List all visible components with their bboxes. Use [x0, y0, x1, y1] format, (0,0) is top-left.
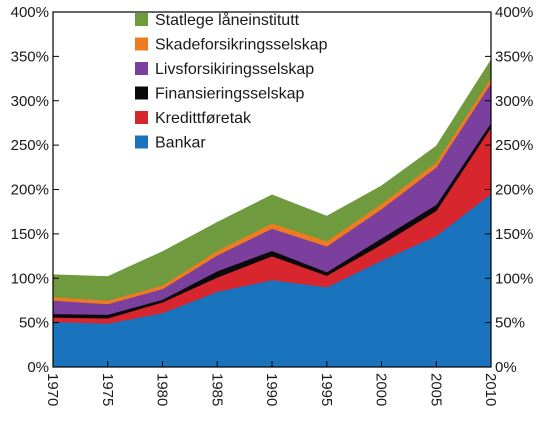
x-tick-label: 2000 — [373, 373, 390, 406]
y-tick-label-right: 100% — [495, 270, 533, 287]
y-tick-label-left: 200% — [11, 182, 49, 199]
y-tick-label-left: 150% — [11, 226, 49, 243]
y-tick-label-right: 300% — [495, 93, 533, 110]
legend-label-kredittforetak: Kredittføretak — [155, 110, 252, 127]
axes-group: 0% 0% 50% 50% 100% 100% 150% 150% 200% 200% 250% 25… — [11, 4, 534, 406]
x-tick-label: 1990 — [263, 373, 280, 406]
area-series-group — [52, 58, 492, 368]
legend-label-finansieringsselskap: Finansieringsselskap — [155, 86, 305, 103]
x-tick-label: 1985 — [208, 373, 225, 406]
y-tick-label-right: 50% — [495, 315, 525, 332]
legend-swatch-skadeforsikringsselskap — [135, 37, 148, 51]
y-tick-label-right: 200% — [495, 182, 533, 199]
x-tick-label: 1975 — [99, 373, 116, 406]
y-tick-label-left: 350% — [11, 48, 49, 65]
y-tick-label-right: 350% — [495, 48, 533, 65]
x-tick-label: 1995 — [318, 373, 335, 406]
legend-label-skadeforsikringsselskap: Skadeforsikringsselskap — [155, 37, 328, 54]
y-tick-label-right: 400% — [495, 4, 533, 21]
y-tick-label-left: 400% — [11, 4, 49, 21]
y-tick-label-left: 300% — [11, 93, 49, 110]
legend-swatch-bankar — [135, 135, 148, 149]
x-tick-label: 1970 — [44, 373, 61, 406]
x-tick-label: 2010 — [482, 373, 499, 406]
y-tick-label-left: 50% — [19, 315, 49, 332]
y-tick-label-left: 100% — [11, 270, 49, 287]
legend: Statlege låneinstitutt Skadeforsikringsse… — [135, 11, 328, 152]
y-tick-label-right: 150% — [495, 226, 533, 243]
y-tick-label-left: 0% — [27, 359, 49, 376]
legend-swatch-livsforsikiringsselskap — [135, 62, 148, 75]
legend-label-livsforsikiringsselskap: Livsforsikiringsselskap — [155, 61, 314, 78]
legend-label-bankar: Bankar — [155, 135, 206, 152]
y-tick-label-right: 0% — [495, 359, 517, 376]
legend-swatch-finansieringsselskap — [135, 86, 148, 100]
legend-swatch-kredittforetak — [135, 111, 148, 124]
legend-swatch-statlege-laneinstitutt — [135, 13, 148, 26]
y-tick-label-right: 250% — [495, 137, 533, 154]
x-tick-label: 1980 — [154, 373, 171, 406]
y-tick-label-left: 250% — [11, 137, 49, 154]
legend-label-statlege-laneinstitutt: Statlege låneinstitutt — [155, 11, 300, 29]
x-tick-label: 2005 — [427, 373, 444, 406]
